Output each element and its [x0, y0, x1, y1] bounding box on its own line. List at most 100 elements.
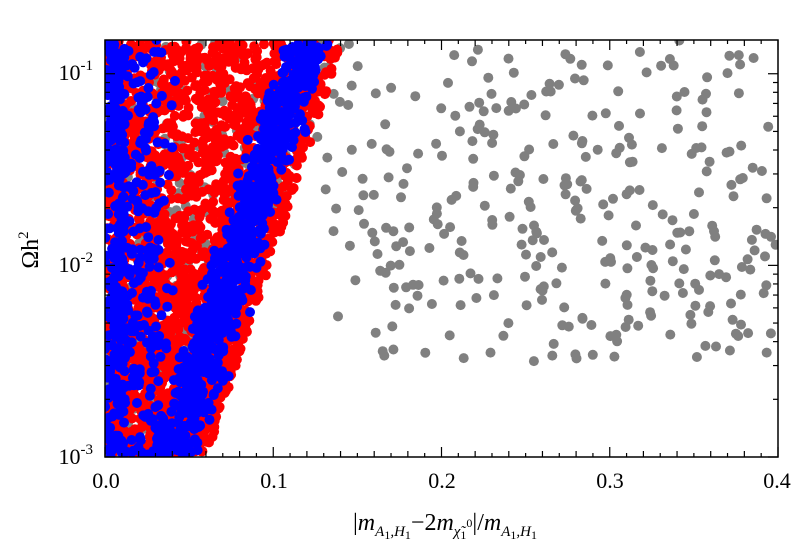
point-red [181, 297, 192, 308]
point-red [223, 56, 234, 67]
point-blue [135, 331, 146, 342]
point-gray [761, 347, 772, 358]
point-red [158, 74, 169, 85]
point-blue [119, 137, 130, 148]
point-gray [412, 290, 423, 301]
point-blue [162, 440, 173, 451]
point-gray [675, 227, 686, 238]
point-blue [225, 251, 235, 262]
point-gray [611, 329, 622, 340]
point-blue [228, 215, 239, 226]
point-gray [703, 307, 714, 317]
point-blue [153, 376, 164, 387]
point-red [210, 152, 221, 163]
point-blue [146, 367, 157, 378]
point-blue [123, 305, 134, 316]
point-gray [647, 286, 658, 297]
point-gray [343, 40, 354, 49]
point-gray [537, 294, 547, 305]
x-axis-title: |mA1,H1−2mχ̃10|/mA1,H1 [353, 510, 537, 542]
point-red [171, 238, 182, 249]
point-gray [455, 300, 466, 311]
point-blue [109, 378, 120, 389]
point-blue [121, 265, 132, 276]
point-gray [641, 67, 652, 78]
point-blue [116, 344, 127, 355]
point-gray [456, 236, 467, 246]
point-gray [438, 275, 449, 286]
point-gray [614, 142, 625, 153]
point-blue [155, 177, 166, 188]
point-blue [198, 407, 209, 418]
point-gray [709, 255, 720, 266]
point-blue [123, 110, 133, 121]
point-blue [134, 223, 145, 234]
point-gray [539, 235, 549, 245]
point-gray [386, 82, 397, 93]
point-gray [587, 349, 598, 360]
point-gray [553, 79, 564, 90]
point-gray [346, 80, 357, 91]
point-blue [303, 55, 314, 66]
point-gray [334, 96, 345, 107]
point-gray [701, 88, 711, 99]
point-gray [370, 327, 381, 338]
point-blue [226, 234, 236, 244]
point-blue [237, 231, 248, 242]
point-blue [120, 446, 131, 457]
point-red [195, 222, 206, 233]
point-gray [665, 239, 676, 250]
point-blue [200, 352, 211, 363]
point-gray [733, 88, 744, 99]
point-gray [370, 88, 381, 99]
point-gray [488, 129, 499, 140]
point-blue [211, 291, 222, 302]
point-blue [107, 444, 118, 455]
point-gray [690, 278, 701, 289]
point-gray [736, 319, 746, 330]
point-blue [260, 174, 271, 185]
point-blue [128, 278, 139, 289]
point-gray [521, 300, 532, 311]
point-gray [736, 140, 747, 151]
y-tick-label-1: 10-2 [59, 250, 94, 277]
point-blue [149, 117, 160, 128]
series-blue [105, 40, 333, 457]
point-gray [758, 288, 769, 299]
point-blue [230, 308, 241, 319]
point-gray [633, 320, 644, 331]
point-blue [186, 446, 197, 457]
point-blue [163, 170, 174, 181]
point-gray [640, 242, 651, 253]
point-gray [743, 328, 754, 339]
point-red [315, 101, 325, 112]
point-blue [180, 439, 190, 449]
point-gray [701, 107, 712, 118]
point-blue [114, 126, 125, 137]
point-gray [492, 273, 503, 284]
point-blue [144, 254, 154, 265]
point-red [182, 85, 193, 96]
point-blue [263, 163, 274, 174]
point-gray [431, 202, 442, 213]
point-red [259, 40, 269, 50]
point-red [167, 128, 178, 139]
point-blue [141, 53, 152, 64]
point-red [319, 89, 330, 100]
point-blue [177, 448, 188, 457]
point-gray [648, 263, 659, 274]
point-gray [379, 350, 390, 361]
point-gray [503, 105, 514, 116]
y-tick-label-0: 10-1 [59, 58, 94, 85]
point-blue [204, 414, 215, 425]
point-blue [138, 166, 148, 177]
point-gray [451, 190, 462, 201]
point-gray [322, 152, 333, 163]
point-red [242, 78, 253, 89]
point-blue [135, 244, 146, 255]
point-gray [672, 123, 683, 134]
point-red [205, 200, 216, 210]
point-blue [105, 121, 114, 132]
point-gray [737, 173, 748, 183]
